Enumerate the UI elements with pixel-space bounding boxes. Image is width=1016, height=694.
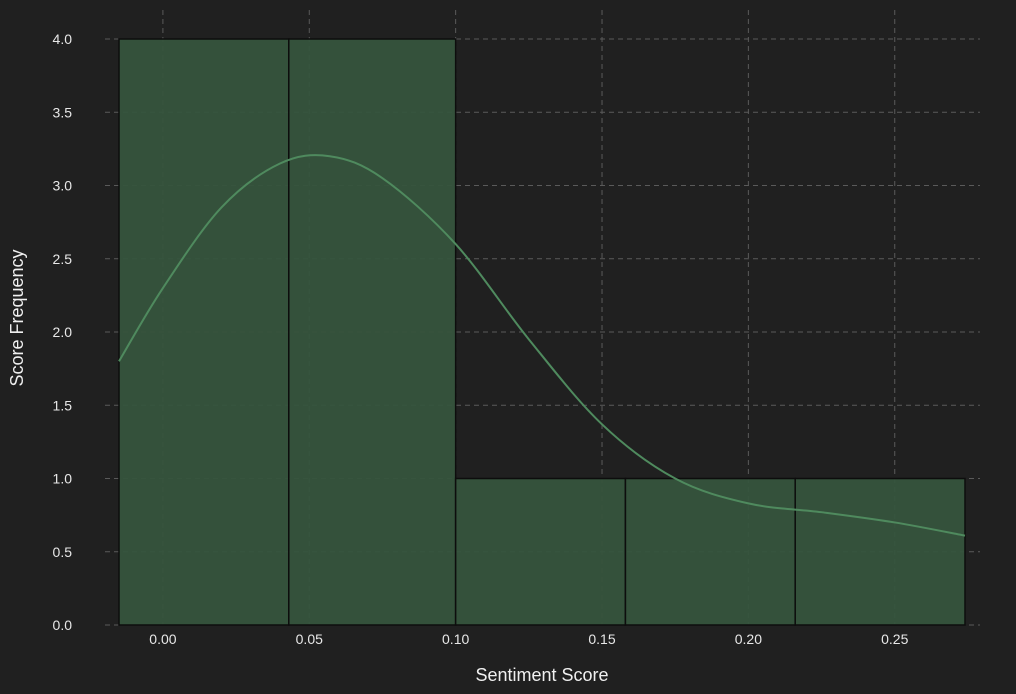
y-tick-label: 3.0	[53, 178, 73, 194]
x-tick-label: 0.05	[296, 631, 323, 647]
y-tick-label: 0.0	[53, 617, 73, 633]
histogram-bar	[118, 38, 290, 626]
x-tick-label: 0.20	[735, 631, 762, 647]
histogram-bar	[454, 477, 627, 626]
x-axis-ticks: 0.00 0.05 0.10 0.15 0.20 0.25	[149, 631, 908, 647]
histogram-bar	[288, 38, 457, 626]
x-tick-label: 0.00	[149, 631, 176, 647]
x-tick-label: 0.10	[442, 631, 469, 647]
y-tick-label: 0.5	[53, 544, 73, 560]
kde-curve	[118, 154, 966, 537]
x-axis-title: Sentiment Score	[475, 665, 608, 685]
y-tick-label: 2.0	[53, 324, 73, 340]
x-tick-label: 0.15	[588, 631, 615, 647]
y-tick-label: 2.5	[53, 251, 73, 267]
y-tick-label: 1.5	[53, 397, 73, 413]
x-tick-label: 0.25	[881, 631, 908, 647]
histogram-bars	[118, 38, 966, 626]
histogram-bar	[794, 477, 966, 626]
kde-curve-group	[118, 154, 966, 537]
y-tick-label: 3.5	[53, 104, 73, 120]
y-axis-ticks: 0.0 0.5 1.0 1.5 2.0 2.5 3.0 3.5 4.0	[53, 31, 73, 633]
y-tick-label: 1.0	[53, 471, 73, 487]
histogram-bar	[624, 477, 796, 626]
y-axis-title: Score Frequency	[7, 249, 27, 386]
y-tick-label: 4.0	[53, 31, 73, 47]
